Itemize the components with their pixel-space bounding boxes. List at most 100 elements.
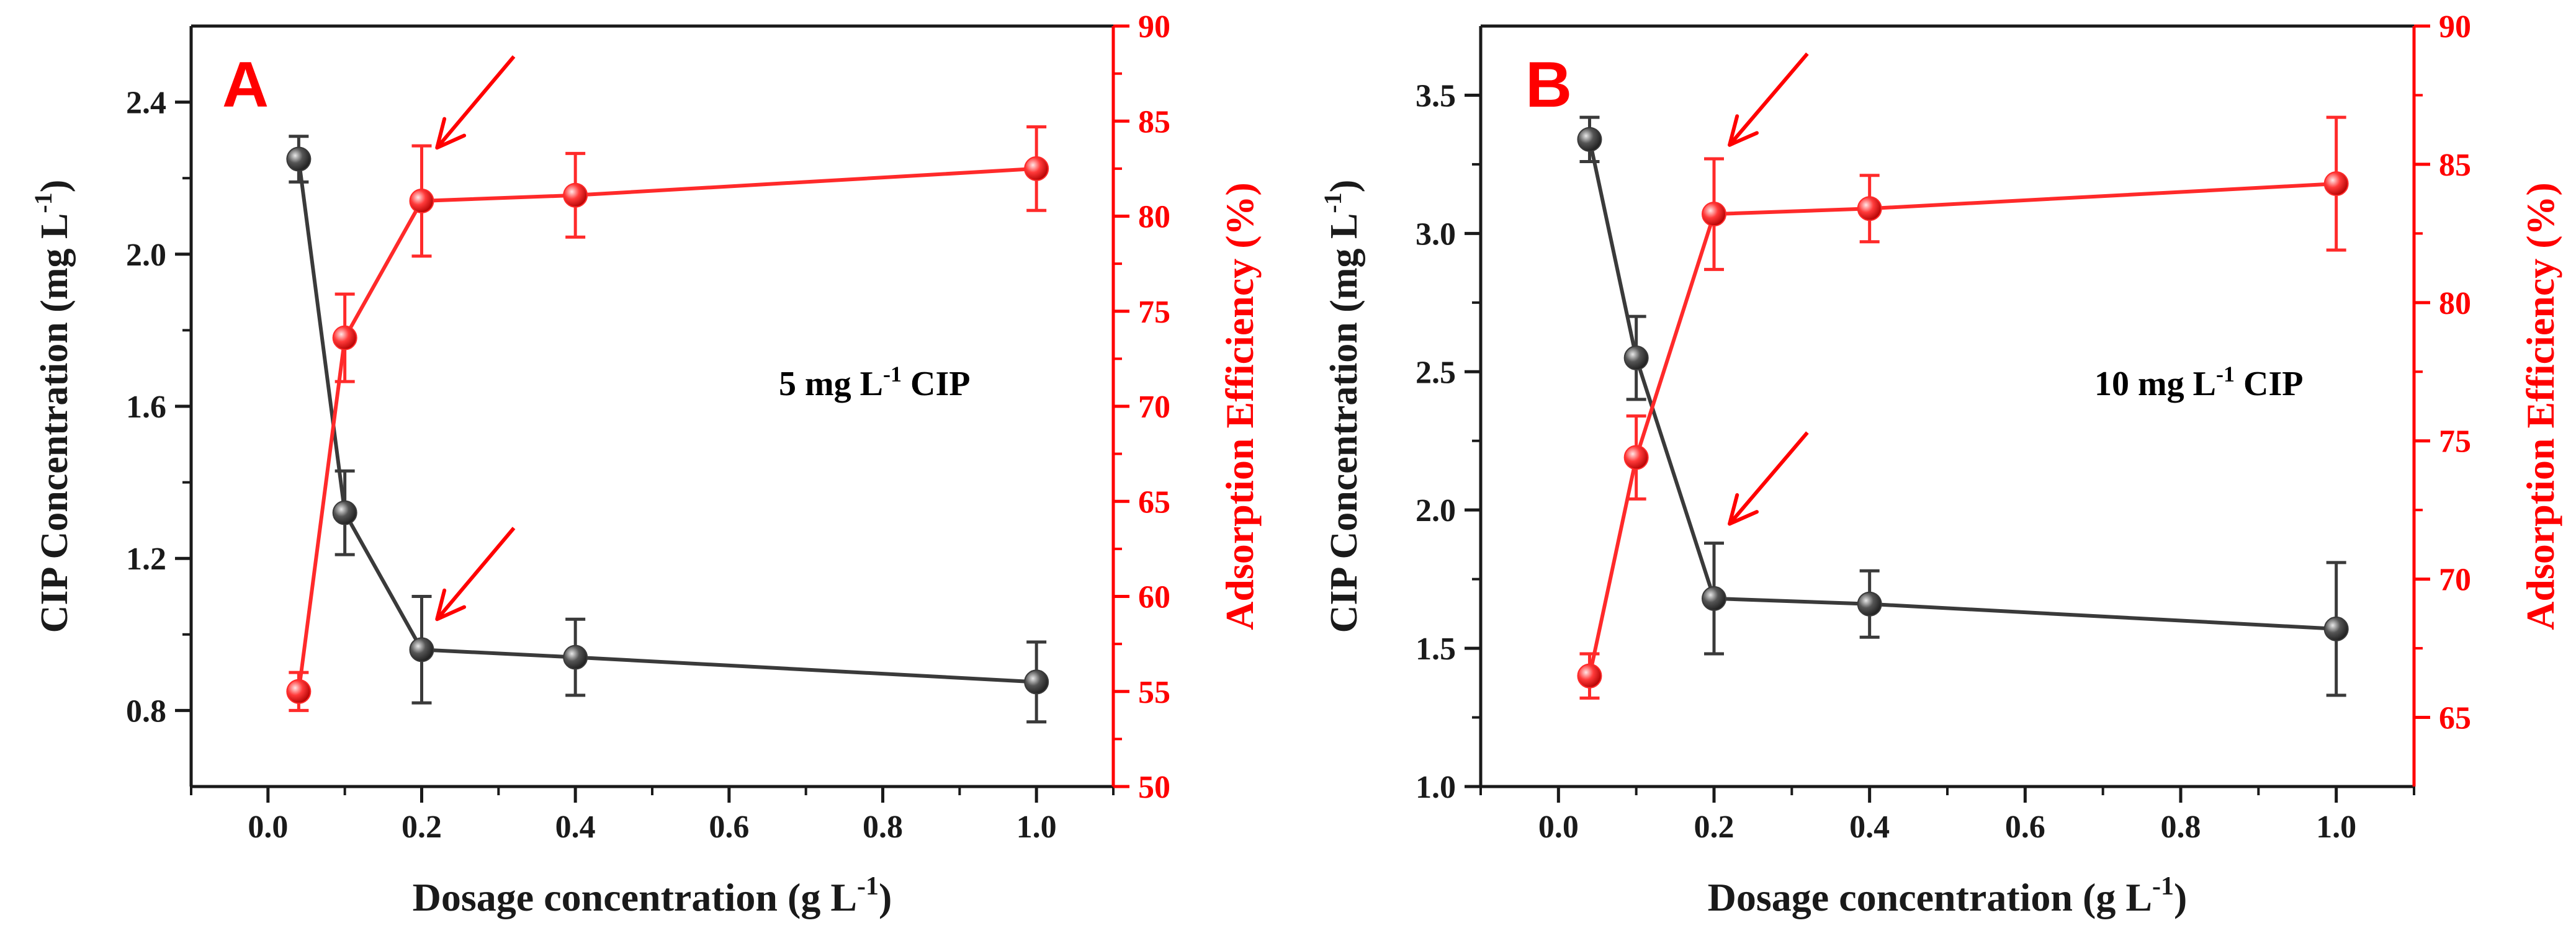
cip-concentration-point: [2323, 616, 2349, 641]
x-axis-title-sup: -1: [857, 872, 879, 901]
x-tick-label: 0.8: [863, 809, 903, 845]
panel-label: A: [222, 49, 269, 121]
y-right-tick-label: 75: [2439, 424, 2471, 460]
adsorption-efficiency-line: [297, 166, 1037, 692]
y-left-tick-label: 1.2: [126, 542, 166, 577]
adsorption-efficiency-point: [332, 325, 357, 350]
cip-concentration-point: [1024, 669, 1049, 695]
cip-concentration-point: [1577, 127, 1602, 152]
cip-concentration-point: [286, 146, 312, 172]
y-right-axis-title: Adsorption Efficiency (%): [2518, 182, 2562, 630]
x-tick-label: 0.0: [248, 809, 288, 845]
y-right-tick-label: 50: [1138, 770, 1170, 805]
arrow-shaft: [435, 55, 516, 149]
y-left-axis-title: CIP Concentration (mg L-1): [1319, 180, 1365, 633]
y-right-tick-label: 65: [2439, 701, 2471, 736]
y-left-axis-title-tail: ): [34, 180, 76, 193]
y-left-axis-title-sup: -1: [29, 192, 57, 213]
x-tick-label: 0.2: [1694, 809, 1735, 845]
x-axis-title-tail: ): [879, 875, 892, 919]
panel-b: 0.0 0.2 0.4 0.6 0.8 1.0 1.0 1.5 2.0 2.5 3.0 3.5 65 70…: [1319, 9, 2562, 919]
cip-concentration-line: [297, 159, 1037, 684]
x-axis-title-tail: ): [2174, 875, 2187, 919]
concentration-annotation: 10 mg L-1 CIP: [2094, 362, 2303, 403]
y-left-axis-title: CIP Concentration (mg L-1): [29, 180, 76, 633]
y-left-tick-label: 2.5: [1416, 355, 1456, 390]
cip-concentration-point: [1857, 591, 1882, 617]
x-tick-label: 0.4: [1849, 809, 1890, 845]
y-left-axis-title-tail: ): [1323, 180, 1365, 193]
adsorption-efficiency-point: [1702, 202, 1726, 227]
x-tick-label: 1.0: [1016, 809, 1057, 845]
y-right-tick-label: 55: [1138, 675, 1170, 710]
x-axis-title: Dosage concentration (g L-1): [413, 872, 892, 919]
y-right-axis-title: Adsorption Efficiency (%): [1218, 182, 1262, 630]
y-left-axis-title-main: CIP Concentration (mg L: [34, 213, 76, 633]
y-right-tick-label: 90: [1138, 9, 1170, 45]
y-left-tick-label: 1.6: [126, 390, 166, 425]
concentration-annotation-sup: -1: [883, 362, 902, 386]
y-left-tick-label: 2.4: [126, 86, 166, 121]
adsorption-efficiency-point: [1857, 196, 1882, 221]
cip-concentration-point: [563, 644, 588, 670]
y-right-tick-label: 75: [1138, 295, 1170, 330]
x-axis-title: Dosage concentration (g L-1): [1708, 872, 2188, 919]
cip-concentration-point: [409, 637, 434, 662]
adsorption-efficiency-point: [286, 679, 312, 704]
x-axis-title-main: Dosage concentration (g L: [413, 875, 857, 919]
arrow-head: [435, 588, 467, 622]
y-left-axis-title-sup: -1: [1319, 192, 1347, 213]
y-left-tick-label: 3.5: [1416, 78, 1456, 114]
cip-concentration-point: [332, 500, 357, 525]
y-left-tick-label: 2.0: [126, 238, 166, 273]
adsorption-efficiency-point: [409, 188, 434, 213]
y-right-tick-label: 70: [1138, 390, 1170, 425]
adsorption-efficiency-point: [563, 182, 588, 208]
x-axis-title-sup: -1: [2152, 872, 2174, 901]
y-left-tick-label: 1.5: [1416, 631, 1456, 667]
y-left-tick-label: 2.0: [1416, 493, 1456, 528]
concentration-annotation: 5 mg L-1 CIP: [779, 362, 970, 403]
y-left-axis-title-main: CIP Concentration (mg L: [1323, 213, 1365, 633]
x-tick-label: 0.0: [1538, 809, 1579, 845]
y-left-tick-label: 0.8: [126, 693, 166, 729]
y-left-tick-label: 1.0: [1416, 770, 1456, 805]
x-tick-label: 0.8: [2161, 809, 2201, 845]
concentration-annotation-tail: CIP: [2235, 365, 2303, 403]
adsorption-efficiency-point: [1577, 663, 1602, 689]
x-tick-label: 0.4: [555, 809, 596, 845]
concentration-annotation-sup: -1: [2216, 362, 2235, 386]
y-left-tick-label: 3.0: [1416, 216, 1456, 252]
concentration-annotation-main: 10 mg L: [2094, 365, 2216, 403]
y-right-tick-label: 80: [2439, 286, 2471, 321]
panel-label: B: [1525, 49, 1572, 121]
x-tick-label: 1.0: [2316, 809, 2356, 845]
cip-concentration-point: [1623, 345, 1649, 370]
arrow-head: [435, 117, 467, 150]
x-tick-label: 0.6: [709, 809, 749, 845]
y-right-tick-label: 70: [2439, 563, 2471, 598]
y-right-tick-label: 85: [1138, 104, 1170, 140]
panel-a: 0.0 0.2 0.4 0.6 0.8 1.0 0.8 1.2 1.6 2.0 2.4 50 55 60 6…: [29, 9, 1262, 919]
cip-concentration-point: [1702, 586, 1726, 611]
x-tick-label: 0.6: [2005, 809, 2045, 845]
y-right-tick-label: 65: [1138, 484, 1170, 520]
x-axis-title-main: Dosage concentration (g L: [1708, 875, 2152, 919]
concentration-annotation-main: 5 mg L: [779, 365, 883, 403]
arrow-head: [1728, 493, 1759, 526]
adsorption-efficiency-point: [1623, 445, 1649, 470]
y-right-tick-label: 90: [2439, 9, 2471, 45]
y-right-tick-label: 80: [1138, 200, 1170, 235]
x-tick-label: 0.2: [402, 809, 442, 845]
y-right-tick-label: 85: [2439, 148, 2471, 183]
adsorption-efficiency-line: [1587, 182, 2336, 677]
arrow-shaft: [1728, 52, 1809, 146]
arrow-shaft: [1728, 431, 1809, 525]
adsorption-efficiency-point: [1024, 156, 1049, 181]
y-right-tick-label: 60: [1138, 580, 1170, 615]
arrow-shaft: [435, 527, 516, 621]
adsorption-efficiency-point: [2323, 171, 2349, 197]
arrow-head: [1728, 114, 1759, 147]
